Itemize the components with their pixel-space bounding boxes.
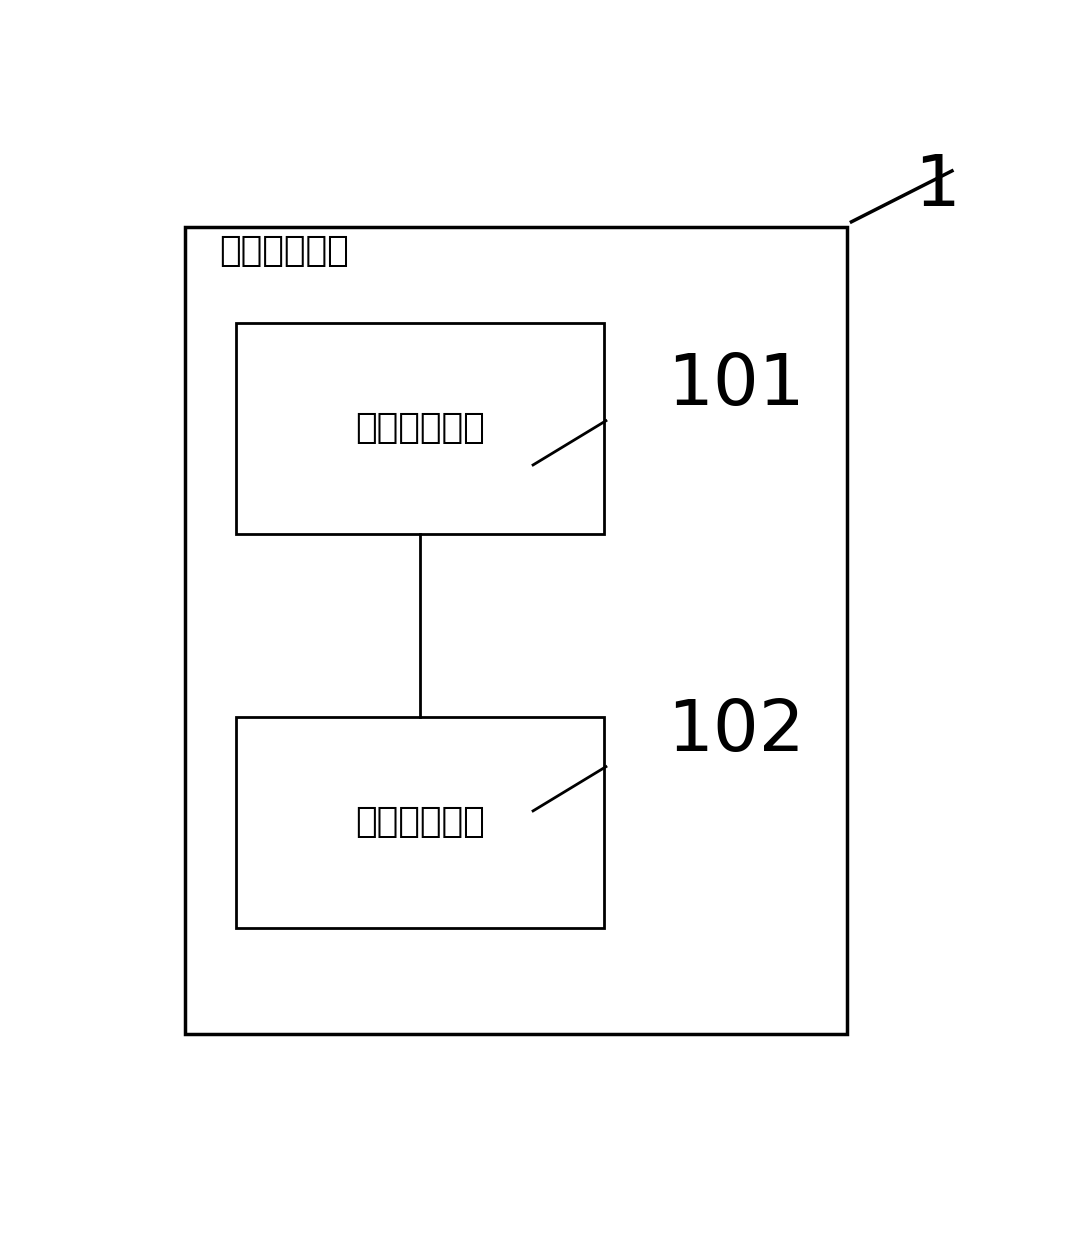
Text: 接触式传感器: 接触式传感器 [218,233,349,267]
Text: 信号处理模块: 信号处理模块 [355,805,485,840]
Bar [236,323,604,534]
Bar [186,227,848,1033]
Bar [236,716,604,929]
Text: 101: 101 [667,351,804,419]
Text: 1: 1 [915,152,960,221]
Text: 接触感应模块: 接触感应模块 [355,412,485,446]
Text: 102: 102 [667,696,805,765]
